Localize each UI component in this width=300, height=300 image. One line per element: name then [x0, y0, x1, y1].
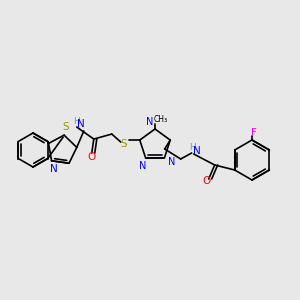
Text: H: H — [74, 117, 80, 126]
Text: S: S — [63, 122, 69, 132]
Text: N: N — [193, 146, 201, 156]
Text: N: N — [146, 117, 154, 127]
Text: F: F — [251, 128, 257, 138]
Text: H: H — [189, 143, 196, 152]
Text: S: S — [121, 139, 127, 149]
Text: N: N — [77, 119, 85, 129]
Text: O: O — [88, 152, 96, 162]
Text: N: N — [50, 164, 58, 174]
Text: N: N — [139, 161, 146, 171]
Text: N: N — [168, 157, 175, 167]
Text: CH₃: CH₃ — [154, 115, 168, 124]
Text: O: O — [202, 176, 211, 186]
